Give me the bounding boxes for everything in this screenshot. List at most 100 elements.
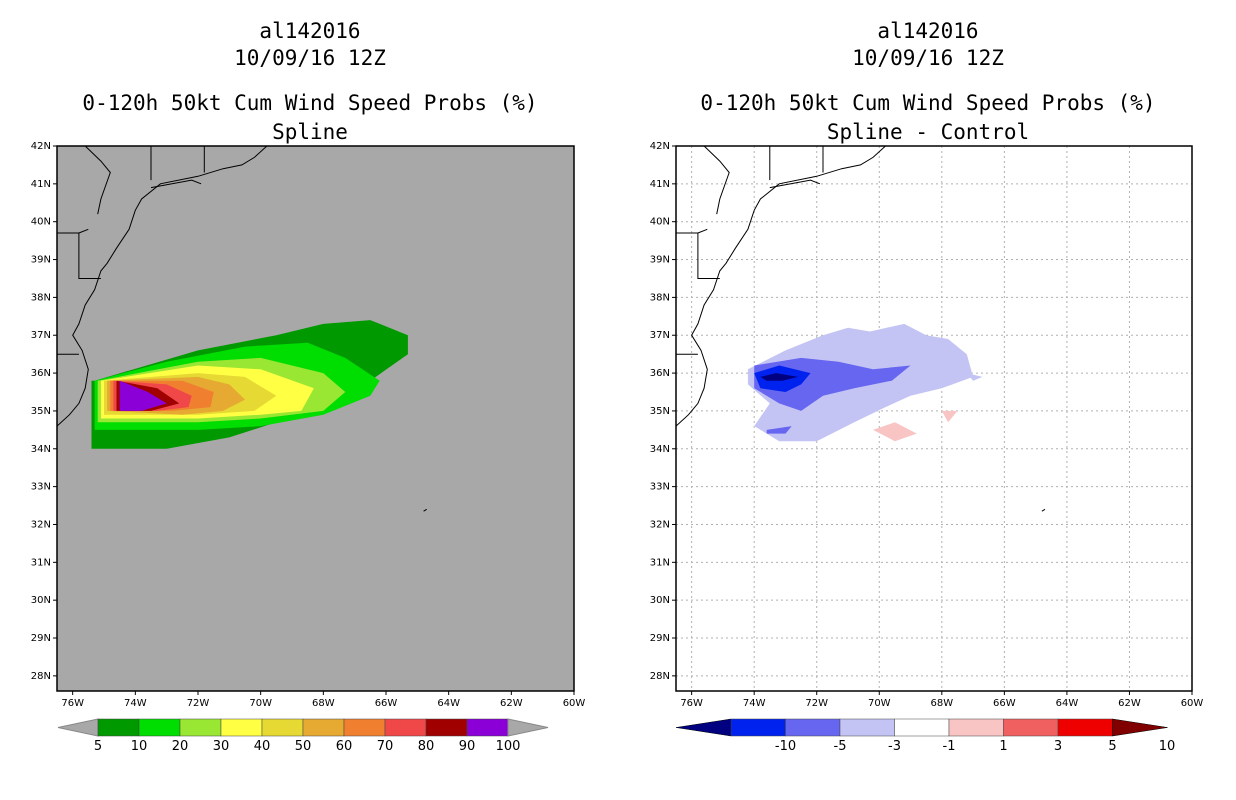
right-lon-tick-label: 66W — [993, 698, 1016, 709]
left-lat-tick-label: 30N — [31, 595, 51, 606]
left-colorbar-swatch — [384, 718, 427, 737]
right-map-frame — [675, 145, 1193, 692]
left-map-panel: 42N 41N 40N 39N 38N 37N 36N 35N 34N 33N 32N 31N 30N 2… — [31, 141, 586, 709]
left-colorbar-label: 60 — [336, 739, 353, 754]
right-lat-tick-label: 38N — [650, 292, 670, 303]
left-lon-tick-label: 76W — [61, 698, 84, 709]
right-colorbar-label: 5 — [1108, 739, 1116, 754]
right-coastline — [769, 179, 821, 189]
left-colorbar-low-arrow — [57, 718, 99, 737]
right-lat-tick-label: 36N — [650, 368, 670, 379]
right-lat-tick-label: 37N — [650, 330, 670, 341]
right-colorbar-label: -1 — [943, 739, 956, 754]
right-title-model: Spline - Control — [826, 120, 1030, 144]
right-map-panel: 42N 41N 40N 39N 38N 37N 36N 35N 34N 33N 32N 31N 30N 2… — [650, 141, 1204, 709]
right-colorbar-label: 3 — [1054, 739, 1062, 754]
left-lon-tick-label: 70W — [249, 698, 272, 709]
left-lat-tick-label: 40N — [31, 217, 51, 228]
right-contour-region--3 — [766, 426, 792, 434]
left-title-date: 10/09/16 12Z — [234, 46, 386, 70]
right-map-background — [676, 146, 1192, 691]
right-colorbar-label: 10 — [1159, 739, 1176, 754]
left-lon-tick-label: 68W — [312, 698, 335, 709]
right-lon-tick-label: 60W — [1181, 698, 1204, 709]
right-lon-tick-label: 70W — [868, 698, 891, 709]
left-lat-tick-label: 39N — [31, 255, 51, 266]
left-lon-tick-label: 62W — [500, 698, 523, 709]
left-lat-tick-label: 41N — [31, 179, 51, 190]
left-lat-tick-label: 36N — [31, 368, 51, 379]
left-lat-tick-label: 42N — [31, 141, 51, 152]
right-coastline — [675, 145, 886, 427]
left-title-model: Spline — [272, 120, 348, 144]
left-lon-tick-label: 74W — [124, 698, 147, 709]
right-colorbar-swatch — [1003, 718, 1059, 737]
right-lon-tick-label: 62W — [1118, 698, 1141, 709]
left-lat-tick-label: 38N — [31, 292, 51, 303]
left-colorbar-swatch — [138, 718, 181, 737]
right-lon-tick-label: 68W — [931, 698, 954, 709]
right-lat-tick-label: 28N — [650, 671, 670, 682]
left-colorbar-swatch — [220, 718, 263, 737]
left-colorbar-label: 20 — [172, 739, 189, 754]
left-lon-tick-label: 60W — [563, 698, 586, 709]
left-colorbar-swatch — [179, 718, 222, 737]
right-contour-region-1 — [941, 410, 958, 423]
left-lat-tick-label: 34N — [31, 444, 51, 455]
right-title-date: 10/09/16 12Z — [852, 46, 1004, 70]
right-colorbar-label: -3 — [888, 739, 901, 754]
right-colorbar-low-arrow — [675, 718, 732, 737]
left-colorbar-swatch — [302, 718, 345, 737]
left-colorbar-swatch — [343, 718, 386, 737]
left-colorbar-swatch — [425, 718, 468, 737]
left-colorbar-label: 50 — [295, 739, 312, 754]
right-lat-tick-label: 31N — [650, 557, 670, 568]
right-colorbar-swatch — [730, 718, 786, 737]
left-colorbar-swatch — [97, 718, 140, 737]
right-lat-tick-label: 29N — [650, 633, 670, 644]
left-colorbar-swatch — [466, 718, 509, 737]
right-lon-tick-label: 64W — [1056, 698, 1079, 709]
right-lat-tick-label: 35N — [650, 406, 670, 417]
left-colorbar-label: 30 — [213, 739, 230, 754]
left-lat-tick-label: 31N — [31, 557, 51, 568]
right-colorbar-swatch — [894, 718, 950, 737]
left-lat-tick-label: 32N — [31, 519, 51, 530]
left-lon-tick-label: 64W — [437, 698, 460, 709]
right-colorbar-swatch — [948, 718, 1004, 737]
left-colorbar-label: 80 — [418, 739, 435, 754]
left-colorbar-label: 40 — [254, 739, 271, 754]
left-colorbar-label: 90 — [459, 739, 476, 754]
right-contour-region--1 — [966, 373, 983, 381]
left-coastline — [84, 145, 111, 215]
right-coastline — [697, 228, 720, 279]
right-coastline — [703, 145, 730, 215]
left-colorbar-swatch — [261, 718, 304, 737]
left-colorbar: 5 10 20 30 40 50 60 70 80 90 100 — [57, 718, 549, 754]
right-lat-tick-label: 34N — [650, 444, 670, 455]
left-title-product: 0-120h 50kt Cum Wind Speed Probs (%) — [82, 91, 538, 115]
left-colorbar-high-arrow — [507, 718, 549, 737]
right-lat-tick-label: 40N — [650, 217, 670, 228]
left-title-case: al142016 — [259, 19, 361, 43]
left-lat-tick-label: 29N — [31, 633, 51, 644]
right-lon-tick-label: 72W — [805, 698, 828, 709]
right-lon-tick-label: 74W — [743, 698, 766, 709]
right-colorbar-swatch — [785, 718, 841, 737]
left-coastline — [56, 145, 268, 427]
left-contour-region-90 — [119, 380, 167, 411]
right-coastline — [1041, 508, 1046, 512]
right-contour-region-1 — [873, 422, 917, 442]
left-colorbar-label: 70 — [377, 739, 394, 754]
left-lat-tick-label: 35N — [31, 406, 51, 417]
left-lat-tick-label: 33N — [31, 482, 51, 493]
left-colorbar-label: 10 — [131, 739, 148, 754]
left-colorbar-label: 5 — [94, 739, 102, 754]
right-lat-tick-label: 33N — [650, 482, 670, 493]
right-title-case: al142016 — [877, 19, 979, 43]
left-lat-tick-label: 37N — [31, 330, 51, 341]
left-map-frame — [56, 145, 575, 692]
right-lat-tick-label: 39N — [650, 255, 670, 266]
right-lon-tick-label: 76W — [680, 698, 703, 709]
